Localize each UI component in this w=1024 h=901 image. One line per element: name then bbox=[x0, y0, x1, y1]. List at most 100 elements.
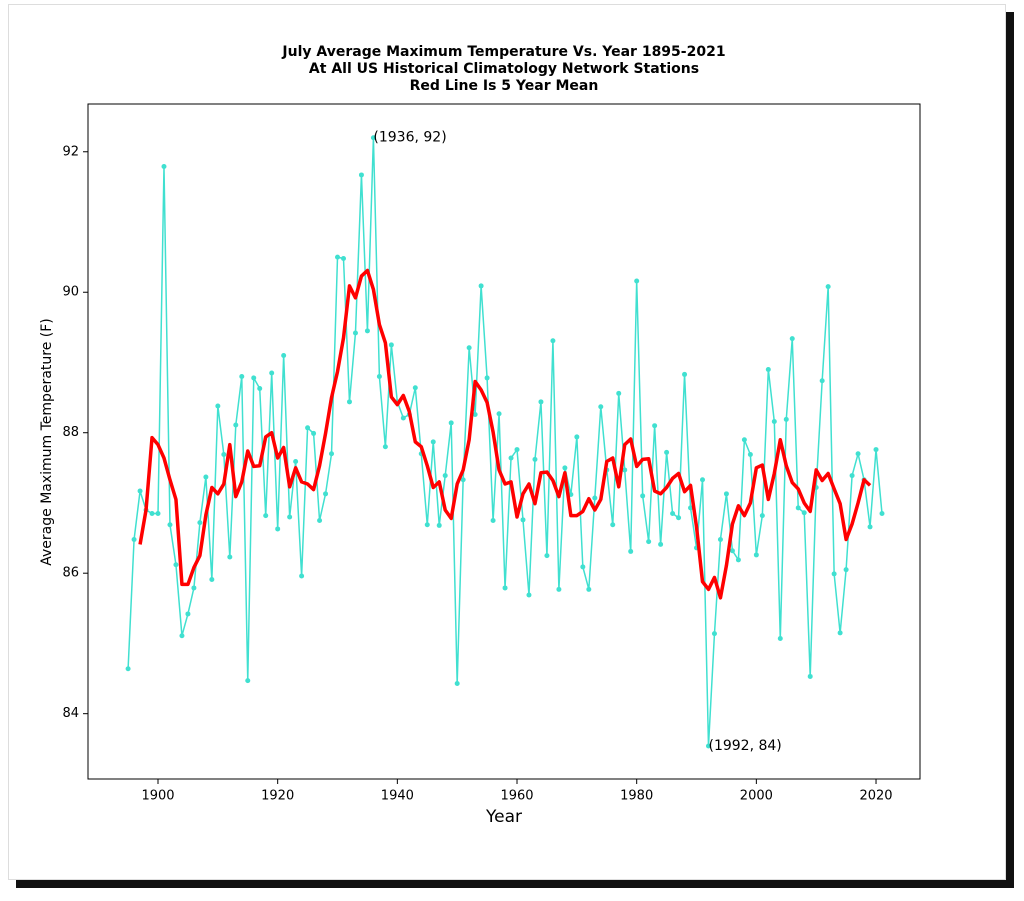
data-point bbox=[466, 345, 472, 351]
data-point bbox=[346, 399, 352, 405]
x-tick-label: 2000 bbox=[740, 789, 773, 804]
data-point bbox=[137, 488, 143, 494]
data-point bbox=[311, 430, 317, 436]
x-tick-label: 1900 bbox=[141, 789, 174, 804]
data-point bbox=[125, 666, 131, 672]
data-point bbox=[287, 514, 293, 520]
data-point bbox=[831, 571, 837, 577]
data-point bbox=[508, 455, 514, 461]
data-point bbox=[837, 630, 843, 636]
plot-frame bbox=[87, 103, 921, 780]
x-tick-label: 1980 bbox=[620, 789, 653, 804]
data-point bbox=[652, 423, 658, 429]
data-point bbox=[682, 371, 688, 377]
data-point bbox=[592, 495, 598, 501]
y-tick-label: 88 bbox=[62, 425, 79, 440]
y-tick-label: 86 bbox=[62, 566, 79, 581]
y-tick-label: 90 bbox=[62, 285, 79, 300]
data-point bbox=[269, 370, 275, 376]
data-point bbox=[167, 522, 173, 528]
data-point bbox=[580, 564, 586, 570]
data-point bbox=[628, 548, 634, 554]
data-point bbox=[239, 374, 245, 380]
x-tick-label: 1920 bbox=[261, 789, 294, 804]
data-point bbox=[335, 254, 341, 260]
data-point bbox=[448, 420, 454, 426]
data-point bbox=[490, 518, 496, 524]
data-point bbox=[209, 577, 215, 583]
data-point bbox=[173, 562, 179, 568]
data-point bbox=[203, 474, 209, 480]
data-point bbox=[849, 473, 855, 479]
data-point bbox=[161, 164, 167, 170]
data-point bbox=[155, 510, 161, 516]
line-series bbox=[127, 136, 883, 747]
data-point bbox=[263, 513, 269, 519]
data-point bbox=[299, 573, 305, 579]
data-point bbox=[484, 375, 490, 381]
frame bbox=[8, 4, 1006, 880]
data-point bbox=[245, 678, 251, 684]
data-point bbox=[741, 437, 747, 443]
data-point bbox=[526, 592, 532, 598]
data-point bbox=[149, 510, 155, 516]
data-point bbox=[454, 680, 460, 686]
data-point bbox=[700, 477, 706, 483]
data-point bbox=[610, 522, 616, 528]
data-point bbox=[855, 451, 861, 457]
data-point bbox=[789, 336, 795, 342]
x-tick-label: 2020 bbox=[859, 789, 892, 804]
data-point bbox=[281, 352, 287, 358]
data-point bbox=[676, 515, 682, 521]
data-point bbox=[382, 444, 388, 450]
data-point bbox=[873, 447, 879, 453]
chart-title: At All US Historical Climatology Network… bbox=[309, 61, 699, 77]
data-point bbox=[251, 375, 257, 381]
data-point bbox=[520, 517, 526, 523]
data-point bbox=[352, 330, 358, 336]
annotation: (1936, 92) bbox=[373, 130, 446, 146]
data-point bbox=[472, 411, 478, 417]
data-point bbox=[723, 491, 729, 497]
data-point bbox=[879, 510, 885, 516]
data-point bbox=[538, 399, 544, 405]
data-point bbox=[634, 278, 640, 284]
data-point bbox=[729, 548, 735, 554]
data-point bbox=[376, 374, 382, 380]
data-point bbox=[430, 439, 436, 445]
data-point bbox=[771, 418, 777, 424]
data-point bbox=[843, 567, 849, 573]
data-point bbox=[747, 451, 753, 457]
data-point bbox=[735, 557, 741, 563]
chart-title: Red Line Is 5 Year Mean bbox=[410, 78, 599, 94]
data-point bbox=[275, 526, 281, 532]
data-point bbox=[598, 404, 604, 410]
data-point bbox=[801, 510, 807, 516]
data-point bbox=[783, 416, 789, 422]
y-tick-label: 84 bbox=[62, 706, 79, 721]
data-point bbox=[532, 456, 538, 462]
data-point bbox=[646, 539, 652, 545]
data-point bbox=[574, 434, 580, 440]
data-point bbox=[388, 342, 394, 348]
data-point bbox=[460, 477, 466, 483]
data-point bbox=[436, 522, 442, 528]
data-point bbox=[759, 513, 765, 519]
data-point bbox=[664, 449, 670, 455]
data-point bbox=[179, 633, 185, 639]
data-point bbox=[867, 524, 873, 530]
data-point bbox=[765, 367, 771, 373]
data-point bbox=[622, 467, 628, 473]
data-point bbox=[323, 491, 329, 497]
data-point bbox=[340, 256, 346, 262]
data-point bbox=[305, 425, 311, 431]
data-point bbox=[717, 536, 723, 542]
data-point bbox=[233, 422, 239, 428]
data-point bbox=[257, 385, 263, 391]
data-point bbox=[185, 611, 191, 617]
data-point bbox=[197, 520, 203, 526]
data-point bbox=[364, 328, 370, 334]
annotation: (1992, 84) bbox=[708, 738, 781, 754]
data-point bbox=[370, 135, 376, 141]
data-point bbox=[711, 631, 717, 637]
